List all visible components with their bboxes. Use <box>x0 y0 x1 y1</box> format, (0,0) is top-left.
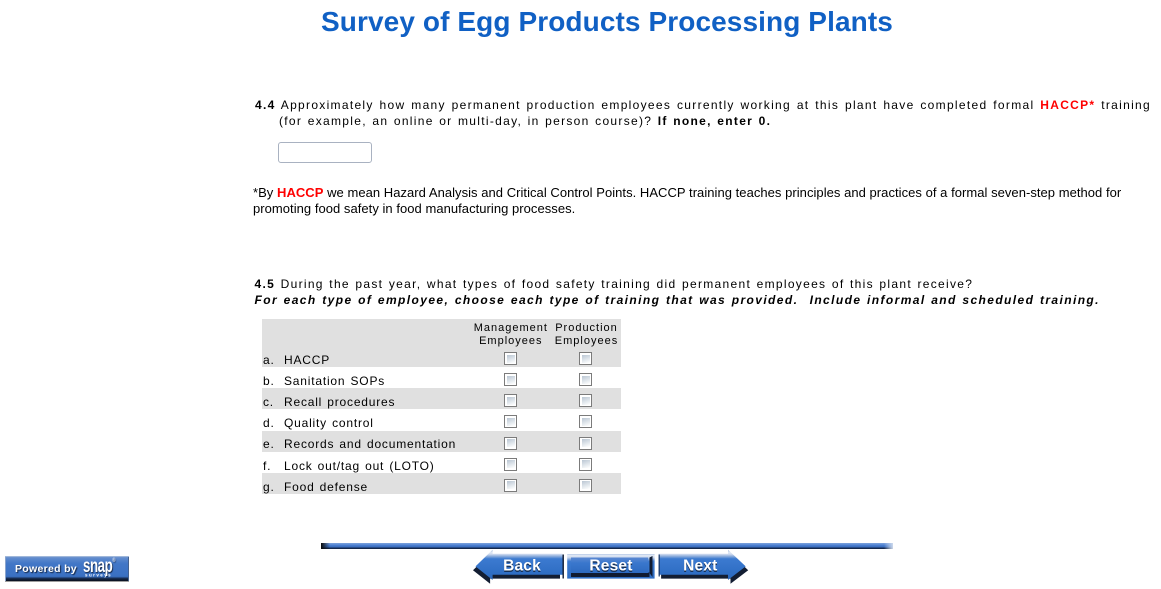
svg-text:Back: Back <box>503 557 541 574</box>
svg-text:Next: Next <box>683 557 717 574</box>
svg-text:Next: Next <box>683 559 717 576</box>
svg-text:Reset: Reset <box>589 559 632 576</box>
svg-text:Reset: Reset <box>589 557 632 574</box>
svg-text:Back: Back <box>503 559 541 576</box>
